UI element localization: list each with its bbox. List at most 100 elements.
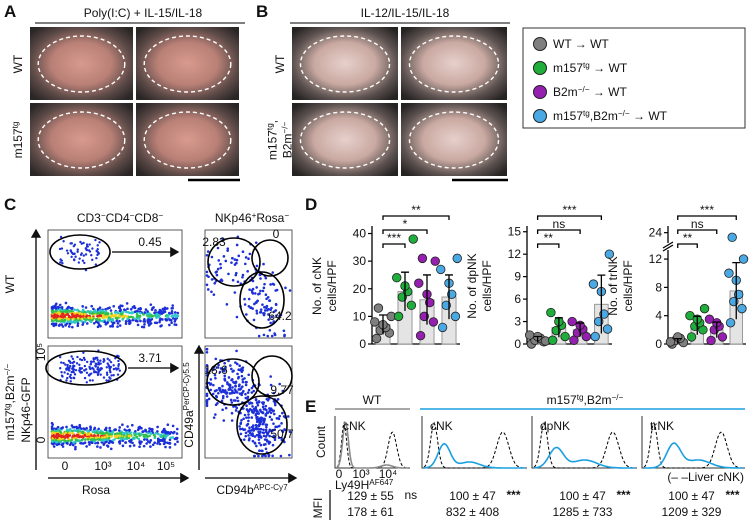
flow-event [266, 308, 269, 312]
text-part: ,B2m [584, 393, 612, 407]
flow-event [137, 433, 141, 436]
flow-event [108, 433, 112, 436]
flow-event [81, 259, 85, 262]
flow-event [115, 435, 118, 439]
flow-event [67, 318, 71, 321]
flow-event [154, 309, 157, 312]
flow-event [175, 436, 178, 440]
flow-event [71, 312, 74, 316]
flow-event [205, 402, 209, 406]
flow-event [233, 258, 237, 261]
flow-event [138, 314, 142, 318]
flow-event [92, 368, 95, 371]
flow-event [251, 307, 254, 310]
flow-event [89, 428, 92, 431]
flow-event [170, 309, 174, 313]
flow-event [278, 382, 282, 386]
x-tick-label: 10⁵ [157, 459, 175, 473]
flow-event [223, 369, 226, 372]
flow-event [264, 404, 268, 408]
flow-event [148, 319, 152, 323]
flow-event [102, 439, 105, 443]
data-point [393, 311, 404, 322]
reference-histogram [423, 421, 526, 469]
superscript: −/− [280, 122, 289, 134]
flow-event [59, 315, 63, 319]
data-point [546, 307, 556, 318]
y-axis-label: No. of trNK [606, 256, 620, 315]
flow-event [108, 369, 112, 372]
y-tick-label: 0 [514, 337, 521, 351]
flow-event [244, 380, 248, 384]
flow-event [96, 434, 100, 437]
flow-event [157, 311, 160, 314]
flow-event [172, 431, 175, 435]
flow-event [69, 441, 73, 445]
flow-event [247, 419, 250, 423]
significance-label: ns [553, 217, 566, 231]
flow-event [76, 316, 80, 320]
flow-event [96, 308, 100, 311]
flow-event [60, 323, 64, 326]
flow-event [262, 286, 266, 290]
data-point [602, 324, 613, 334]
flow-event [139, 426, 143, 430]
flow-event [210, 290, 213, 294]
flow-event [81, 323, 84, 326]
flow-event [269, 383, 273, 387]
flow-event [117, 364, 120, 368]
flow-event [232, 381, 236, 384]
flow-event [288, 289, 292, 292]
flow-event [251, 439, 255, 443]
flow-event [233, 291, 237, 294]
flow-event [154, 432, 158, 435]
y-tick-label: 0 [359, 337, 366, 351]
flow-event [102, 442, 106, 446]
flow-event [95, 431, 99, 434]
flow-event [73, 314, 76, 318]
flow-event [99, 431, 102, 434]
flow-event [149, 316, 152, 319]
panel-letter: B [256, 2, 268, 21]
flow-event [241, 275, 244, 279]
flow-event [121, 444, 125, 448]
flow-event [96, 358, 99, 362]
flow-event [276, 425, 279, 429]
flow-event [109, 309, 113, 312]
gate-header: CD3−CD4−CD8− [77, 211, 164, 226]
flow-event [83, 320, 87, 324]
flow-event [118, 369, 122, 372]
flow-event [146, 321, 150, 325]
flow-event [66, 376, 69, 380]
flow-event [235, 349, 238, 353]
flow-event [254, 423, 258, 427]
flow-event [88, 243, 91, 246]
flow-event [173, 311, 177, 314]
flow-event [111, 319, 115, 323]
flow-event [91, 247, 94, 250]
flow-event [97, 427, 100, 431]
flow-event [246, 395, 250, 399]
flow-event [54, 318, 58, 321]
tissue-outline [143, 111, 232, 169]
flow-event [240, 370, 244, 374]
y-tick-label: 12 [649, 252, 663, 266]
flow-event [251, 434, 255, 438]
flow-event [149, 439, 153, 442]
x-tick-label: 10⁴ [127, 459, 146, 473]
flow-event [220, 399, 224, 403]
flow-event [58, 323, 62, 326]
flow-event [216, 402, 219, 405]
data-point [706, 335, 716, 346]
flow-event [212, 383, 215, 387]
flow-event [235, 406, 239, 410]
flow-event [262, 434, 266, 438]
flow-event [79, 240, 82, 244]
row-label: m157tg [11, 121, 26, 158]
flow-event [138, 311, 142, 315]
flow-event [214, 271, 218, 274]
significance-bracket [536, 215, 603, 220]
flow-event [205, 367, 209, 371]
flow-event [216, 246, 220, 250]
flow-event [205, 400, 209, 403]
